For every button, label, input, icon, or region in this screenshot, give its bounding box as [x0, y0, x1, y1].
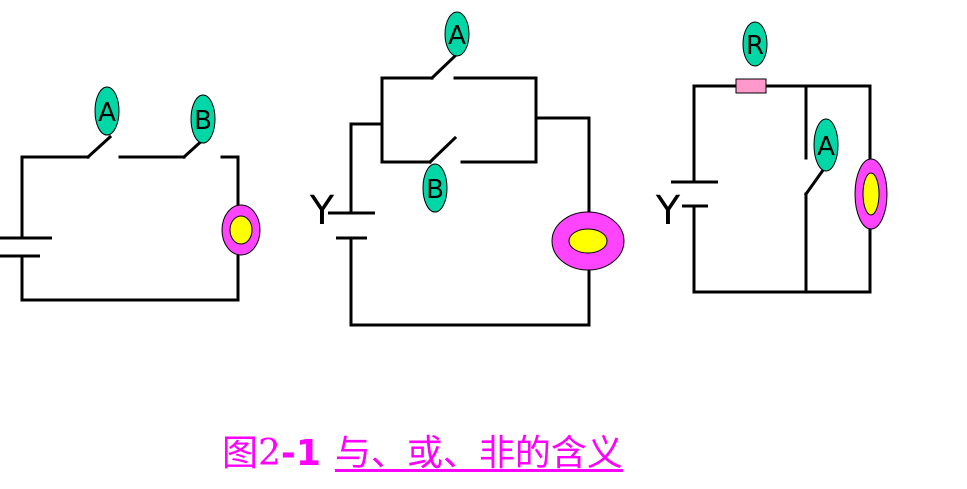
- not-wire-left-top: [692, 84, 738, 184]
- figure-meaning: 与、或、非的含义: [334, 433, 623, 474]
- or-wire-bottom: [349, 236, 591, 327]
- resistor-r: [735, 78, 767, 94]
- switch-a-label: A: [98, 98, 116, 128]
- and-wire-top-left: [20, 155, 90, 240]
- or-switch-a-tag: [444, 11, 470, 57]
- switch-a-tag: [94, 86, 120, 136]
- or-switch-b-label: B: [426, 175, 444, 205]
- and-lamp-core: [229, 215, 253, 245]
- not-wire-bottom: [692, 204, 872, 294]
- not-switch-a-tag: [813, 118, 839, 172]
- or-switch-b-tag: [422, 163, 448, 213]
- not-circuit: R A Y: [655, 21, 888, 294]
- switch-b-label: B: [194, 106, 212, 136]
- or-switch-a-blade: [429, 53, 458, 81]
- not-switch-a-blade: [803, 163, 829, 197]
- resistor-tag: [742, 21, 768, 67]
- figure-number: -1: [280, 433, 321, 474]
- or-wire-upper-left: [380, 76, 434, 164]
- or-wire-right: [534, 116, 591, 214]
- switch-a-blade: [85, 134, 113, 160]
- or-circuit: A B Y: [309, 11, 625, 327]
- and-circuit: A B: [0, 86, 261, 302]
- or-wire-upper-right: [453, 76, 538, 164]
- resistor-label: R: [746, 31, 764, 61]
- not-output-label: Y: [655, 188, 681, 234]
- and-wire-right: [220, 155, 240, 212]
- or-lamp-core: [568, 228, 608, 254]
- figure-caption: 图2-1 与、或、非的含义: [222, 428, 623, 480]
- not-wire-top-right: [764, 84, 872, 162]
- or-switch-b-blade: [427, 135, 458, 165]
- switch-b-tag: [190, 94, 216, 144]
- or-output-label: Y: [309, 188, 335, 234]
- or-wire-left: [349, 122, 384, 215]
- figure-word: 图2: [222, 433, 281, 474]
- and-wire-bottom: [20, 250, 240, 302]
- not-lamp-core: [862, 172, 880, 216]
- or-switch-a-label: A: [448, 21, 466, 51]
- not-switch-a-label: A: [817, 132, 835, 162]
- circuit-diagrams: A B A B Y R: [0, 11, 888, 327]
